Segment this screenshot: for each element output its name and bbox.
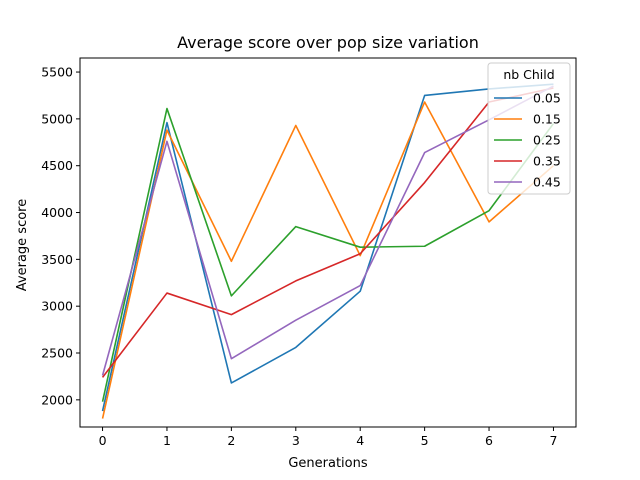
legend-label: 0.05 <box>533 91 561 106</box>
x-tick-label: 5 <box>421 433 429 448</box>
chart-title: Average score over pop size variation <box>177 33 479 52</box>
legend-label: 0.15 <box>533 112 561 127</box>
y-tick-label: 2500 <box>41 346 73 361</box>
series-line-0-05 <box>101 83 554 412</box>
y-axis-label: Average score <box>15 199 30 291</box>
plot-frame <box>79 57 577 428</box>
x-tick-label: 7 <box>549 433 557 448</box>
series-layer <box>101 83 555 419</box>
legend-title: nb Child <box>503 67 554 82</box>
x-tick-label: 1 <box>163 433 171 448</box>
x-tick-label: 6 <box>485 433 493 448</box>
series-line-0-15 <box>101 101 554 419</box>
legend: nb Child 0.05 0.15 0.25 0.35 0.45 <box>487 62 571 195</box>
y-tick-label: 5500 <box>41 65 73 80</box>
x-tick-label: 4 <box>356 433 364 448</box>
y-tick-label: 3000 <box>41 299 73 314</box>
series-line-0-45 <box>101 85 554 376</box>
series-line-0-25 <box>101 107 555 402</box>
x-tick-label: 3 <box>292 433 300 448</box>
x-axis-label: Generations <box>288 456 368 471</box>
x-tick-label: 0 <box>99 433 107 448</box>
x-tick-label: 2 <box>227 433 235 448</box>
y-tick-label: 5000 <box>41 111 73 126</box>
y-tick-label: 3500 <box>41 252 73 267</box>
y-tick-label: 4000 <box>41 205 73 220</box>
legend-label: 0.45 <box>533 175 561 190</box>
legend-label: 0.35 <box>533 154 561 169</box>
y-tick-label: 4500 <box>41 158 73 173</box>
series-line-0-35 <box>101 87 554 378</box>
legend-label: 0.25 <box>533 133 561 148</box>
ticks-layer: 0 1 2 3 4 5 6 7 2000 2500 3000 3500 4000 4500 5000 5500 <box>41 65 557 448</box>
y-tick-label: 2000 <box>41 392 73 407</box>
